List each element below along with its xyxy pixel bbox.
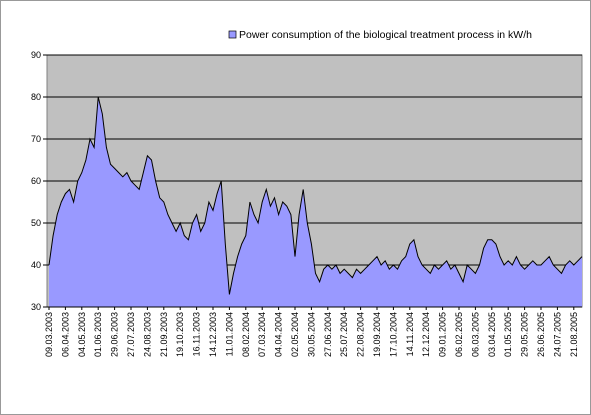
x-tick-label: 09.01.2005 — [438, 312, 448, 357]
legend-swatch — [228, 30, 237, 39]
x-tick-label: 07.03.2004 — [257, 312, 267, 357]
x-tick-label: 14.11.2004 — [405, 312, 415, 356]
y-tick-label: 50 — [31, 218, 41, 228]
x-tick-label: 24.07.2005 — [552, 312, 562, 357]
x-tick-label: 06.02.2005 — [454, 312, 464, 357]
x-tick-label: 06.03.2005 — [470, 312, 480, 357]
x-tick-label: 17.10.2004 — [388, 312, 398, 357]
y-tick-label: 40 — [31, 260, 41, 270]
x-tick-label: 01.06.2003 — [93, 312, 103, 357]
x-tick-label: 19.09.2004 — [372, 312, 382, 357]
x-tick-label: 29.05.2005 — [520, 312, 530, 357]
line — [48, 96, 583, 295]
x-tick-label: 02.05.2004 — [290, 312, 300, 357]
y-tick-label: 70 — [31, 134, 41, 144]
y-tick-label: 80 — [31, 92, 41, 102]
x-tick-label: 03.04.2005 — [487, 312, 497, 357]
x-tick-label: 30.05.2004 — [306, 312, 316, 357]
x-tick-label: 11.01.2004 — [224, 312, 234, 356]
x-tick-label: 21.08.2005 — [569, 312, 579, 357]
x-tick-label: 06.04.2003 — [60, 312, 70, 357]
y-tick-label: 30 — [31, 302, 41, 312]
x-tick-label: 08.02.2004 — [241, 312, 251, 357]
legend-label: Power consumption of the biological trea… — [239, 29, 532, 41]
x-tick-label: 26.06.2005 — [536, 312, 546, 357]
x-tick-label: 01.05.2005 — [503, 312, 513, 357]
x-tick-label: 12.12.2004 — [421, 312, 431, 357]
area — [49, 97, 582, 307]
y-tick-label: 60 — [31, 176, 41, 186]
x-tick-label: 24.08.2003 — [142, 312, 152, 357]
y-tick-label: 90 — [31, 50, 41, 60]
x-tick-label: 04.05.2003 — [77, 312, 87, 357]
x-tick-label: 14.12.2003 — [208, 312, 218, 357]
x-tick-label: 29.06.2003 — [110, 312, 120, 357]
x-tick-label: 04.04.2004 — [274, 312, 284, 357]
x-tick-label: 19.10.2003 — [175, 312, 185, 357]
x-tick-label: 21.09.2003 — [159, 312, 169, 357]
x-tick-label: 27.07.2003 — [126, 312, 136, 357]
x-tick-label: 22.08.2004 — [356, 312, 366, 357]
x-tick-label: 16.11.2003 — [192, 312, 202, 356]
x-tick-label: 09.03.2003 — [44, 312, 54, 357]
x-tick-label: 27.06.2004 — [323, 312, 333, 357]
x-tick-label: 25.07.2004 — [339, 312, 349, 357]
